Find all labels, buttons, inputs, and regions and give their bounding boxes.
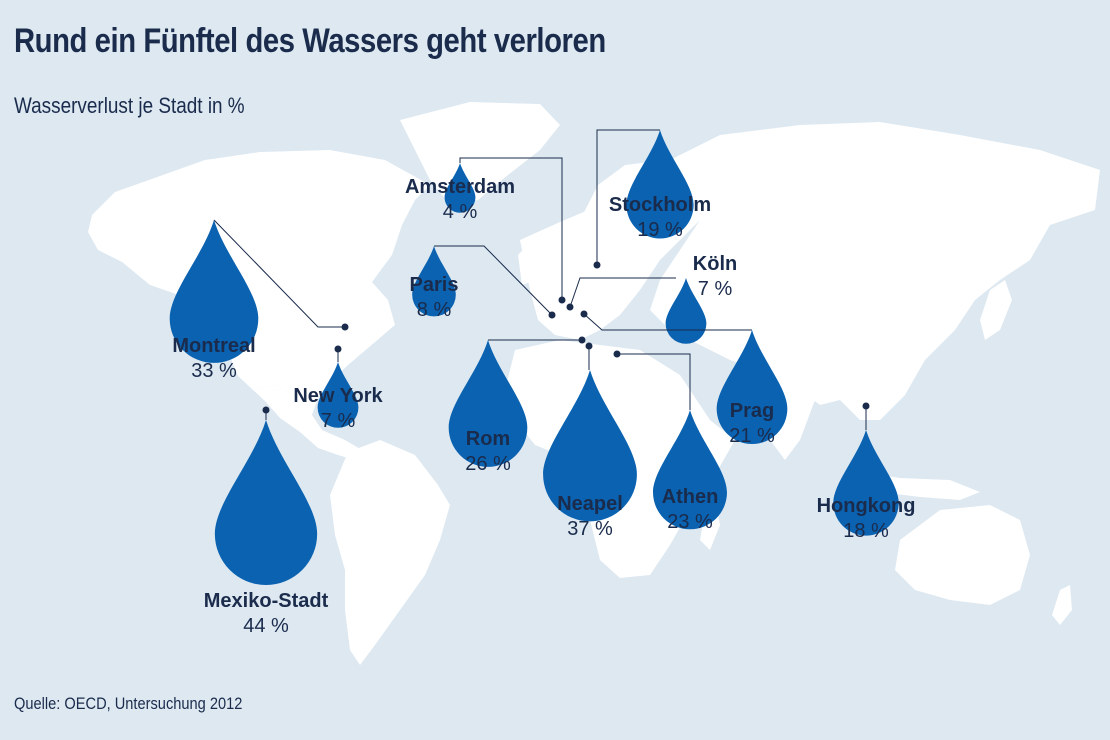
drop-montreal	[169, 220, 259, 363]
drop-stockholm	[626, 130, 694, 239]
city-name-new-york: New York	[293, 385, 383, 407]
city-name-amsterdam: Amsterdam	[405, 176, 515, 198]
location-dot-rom	[578, 336, 586, 344]
city-value-k-ln: 7 %	[698, 278, 733, 300]
city-marker-neapel: Neapel 37 %	[543, 342, 637, 540]
drop-athen	[653, 410, 727, 530]
location-dot-k-ln	[566, 303, 574, 311]
city-marker-paris: Paris 8 %	[410, 245, 556, 321]
uk-landmass	[518, 242, 540, 285]
city-value-new-york: 7 %	[321, 410, 356, 432]
city-name-paris: Paris	[410, 274, 459, 296]
location-dot-hongkong	[862, 402, 870, 410]
city-value-montreal: 33 %	[191, 360, 237, 382]
location-dot-prag	[580, 310, 588, 318]
city-marker-prag: Prag 21 %	[580, 310, 788, 447]
leader-line-prag	[583, 313, 752, 331]
drop-rom	[448, 340, 528, 467]
city-name-mexiko-stadt: Mexiko-Stadt	[204, 590, 329, 612]
location-dot-paris	[548, 311, 556, 319]
drop-amsterdam	[444, 163, 476, 213]
city-markers: Montreal 33 % New York 7 % Mexiko-Stadt 44 % A…	[169, 129, 916, 637]
city-name-neapel: Neapel	[557, 493, 623, 515]
drop-mexiko-stadt	[214, 420, 318, 586]
city-value-prag: 21 %	[729, 425, 775, 447]
drop-neapel	[543, 370, 637, 522]
city-marker-hongkong: Hongkong 18 %	[817, 402, 916, 542]
location-dot-athen	[613, 350, 621, 358]
city-value-hongkong: 18 %	[843, 520, 889, 542]
city-value-mexiko-stadt: 44 %	[243, 615, 289, 637]
location-dot-stockholm	[593, 261, 601, 269]
new-zealand-landmass	[1052, 585, 1072, 625]
location-dot-montreal	[341, 323, 349, 331]
city-value-paris: 8 %	[417, 299, 452, 321]
city-name-stockholm: Stockholm	[609, 194, 711, 216]
leader-line-amsterdam	[459, 157, 563, 300]
city-marker-mexiko-stadt: Mexiko-Stadt 44 %	[204, 406, 329, 637]
south-america-landmass	[330, 440, 450, 665]
city-marker-athen: Athen 23 %	[613, 350, 727, 533]
city-name-rom: Rom	[466, 428, 510, 450]
city-marker-new-york: New York 7 %	[293, 345, 384, 432]
city-marker-k-ln: Köln 7 %	[566, 253, 737, 344]
location-dot-neapel	[585, 342, 593, 350]
leader-line-paris	[434, 245, 553, 316]
location-dot-amsterdam	[558, 296, 566, 304]
chart-title: Rund ein Fünftel des Wassers geht verlor…	[14, 22, 606, 60]
japan-landmass	[980, 280, 1012, 340]
city-marker-stockholm: Stockholm 19 %	[593, 129, 711, 269]
leader-line-montreal	[213, 219, 345, 328]
drop-paris	[412, 246, 456, 317]
leader-line-stockholm	[596, 129, 660, 265]
drop-prag	[716, 330, 788, 445]
city-marker-rom: Rom 26 %	[448, 336, 586, 475]
location-dot-mexiko-stadt	[262, 406, 270, 414]
city-value-neapel: 37 %	[567, 518, 613, 540]
australia-landmass	[895, 505, 1030, 605]
city-value-stockholm: 19 %	[637, 219, 683, 241]
city-name-hongkong: Hongkong	[817, 495, 916, 517]
city-marker-amsterdam: Amsterdam 4 %	[405, 157, 566, 304]
drop-new-york	[317, 362, 359, 428]
location-dot-new-york	[334, 345, 342, 353]
source-note: Quelle: OECD, Untersuchung 2012	[14, 694, 243, 713]
city-value-athen: 23 %	[667, 511, 713, 533]
drop-hongkong	[833, 430, 899, 536]
leader-line-athen	[617, 353, 691, 410]
city-value-rom: 26 %	[465, 453, 511, 475]
north-america-landmass	[88, 150, 430, 398]
asia-landmass	[650, 122, 1100, 420]
chart-subtitle: Wasserverlust je Stadt in %	[14, 93, 245, 118]
greenland-landmass	[400, 102, 560, 205]
central-america-landmass	[253, 385, 362, 460]
city-name-montreal: Montreal	[172, 335, 255, 357]
city-name-athen: Athen	[662, 486, 719, 508]
leader-line-k-ln	[569, 277, 676, 308]
city-value-amsterdam: 4 %	[443, 201, 478, 223]
drop-k-ln	[665, 278, 707, 344]
city-name-prag: Prag	[730, 400, 774, 422]
city-name-k-ln: Köln	[693, 253, 737, 275]
city-marker-montreal: Montreal 33 %	[169, 219, 349, 382]
